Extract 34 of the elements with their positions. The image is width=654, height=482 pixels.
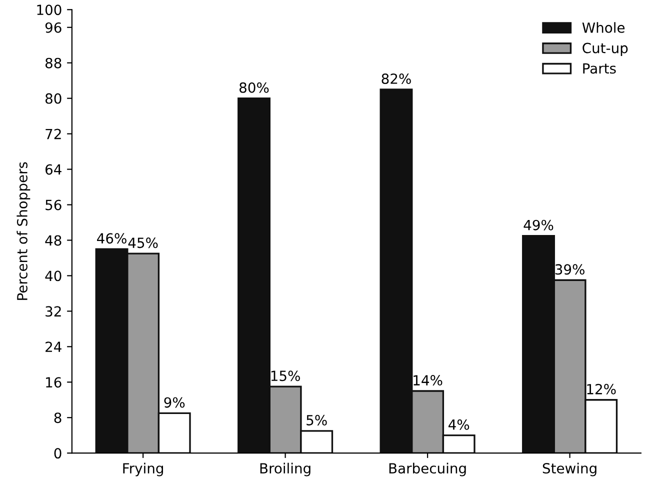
data-label: 45% [128,238,158,248]
legend-label: Cut-up [582,42,628,56]
y-tick-label: 40 [45,270,62,282]
data-label: 12% [587,384,616,394]
y-tick-label: 100 [37,4,62,16]
data-label: 5% [306,414,327,426]
data-label: 4% [448,419,470,430]
y-tick-label: 80 [45,93,62,104]
y-axis-title: Percent of Shoppers [16,162,30,300]
data-label: 46% [97,233,126,244]
y-tick-label: 88 [45,58,62,68]
x-tick-label: Barbecuing [389,462,466,476]
y-tick-label: 56 [46,200,62,210]
legend-label: Whole [582,22,625,33]
y-tick-label: 48 [45,235,62,246]
y-tick-label: 0 [54,448,62,459]
legend-label: Parts [583,63,616,74]
y-tick-label: 32 [46,306,61,317]
data-label: 9% [164,397,185,408]
x-tick-label: Stewing [542,462,596,476]
x-tick-label: Broiling [260,462,310,476]
data-label: 49% [524,220,554,230]
y-tick-label: 24 [46,342,62,352]
data-label: 14% [414,375,442,386]
y-tick-label: 64 [46,164,62,175]
y-tick-label: 96 [45,22,62,33]
y-tick-label: 8 [54,412,62,424]
y-tick-label: 16 [46,377,62,388]
x-tick-label: Frying [123,462,163,476]
data-label: 80% [240,82,269,93]
data-label: 82% [382,73,411,84]
data-label: 39% [555,264,584,275]
data-label: 15% [271,370,300,382]
y-tick-label: 72 [46,128,61,140]
